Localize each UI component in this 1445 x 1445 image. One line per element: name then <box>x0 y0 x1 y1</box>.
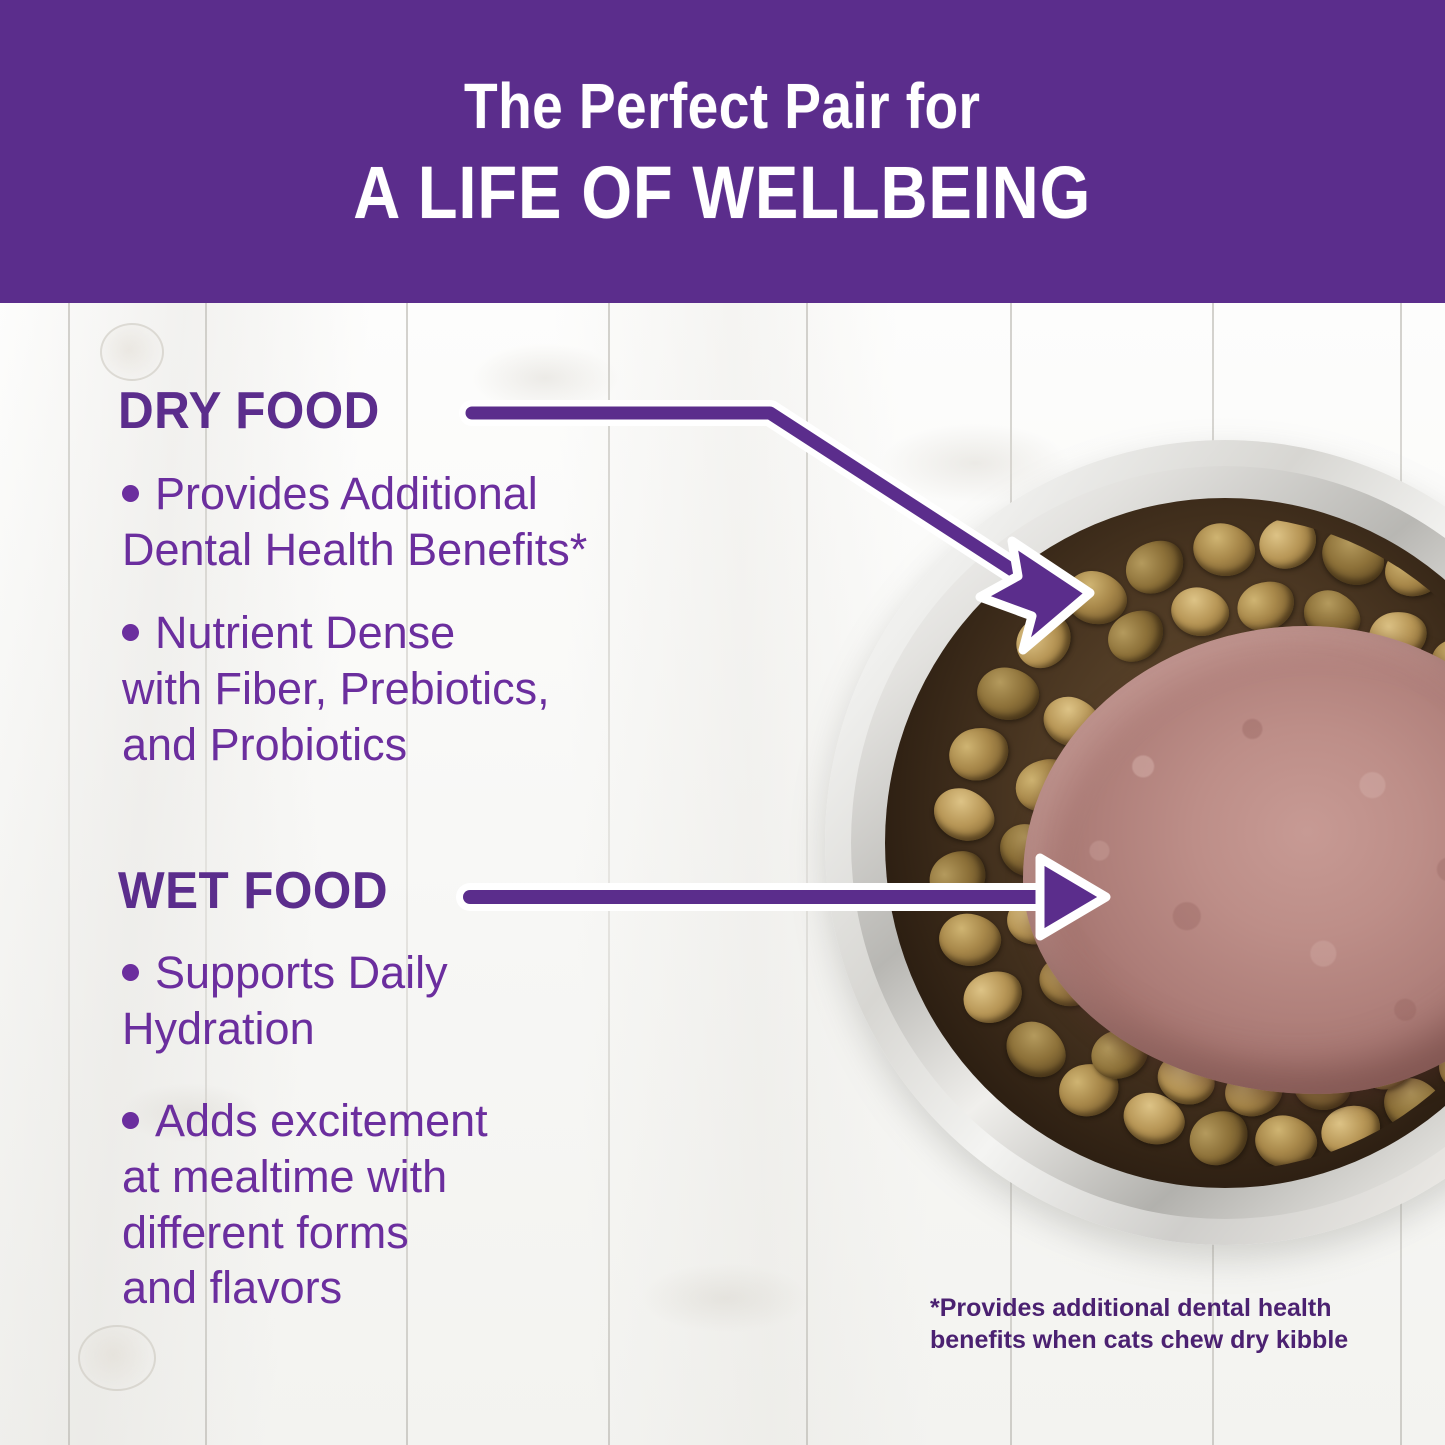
bullet-text: Adds excitement <box>155 1095 488 1146</box>
plank-seam <box>608 303 610 1445</box>
dry-food-bullet-2: Nutrient Dense with Fiber, Prebiotics, a… <box>122 605 762 772</box>
bullet-text: Provides Additional <box>155 468 538 519</box>
bullet-text: Hydration <box>122 1002 315 1054</box>
bullet-dot-icon <box>122 963 139 981</box>
bullet-text: at mealtime with <box>122 1150 448 1202</box>
wood-knot <box>100 323 164 381</box>
footnote-line-1: *Provides additional dental health <box>930 1294 1332 1322</box>
dry-food-heading: DRY FOOD <box>118 382 380 440</box>
bullet-text: Dental Health Benefits* <box>122 523 588 575</box>
plank-seam <box>406 303 408 1445</box>
wet-food-pate <box>1023 626 1445 1094</box>
pate-texture <box>1023 626 1445 1094</box>
header-banner: The Perfect Pair for A LIFE OF WELLBEING <box>0 0 1445 303</box>
footnote-line-2: benefits when cats chew dry kibble <box>930 1326 1349 1354</box>
bullet-dot-icon <box>122 484 139 502</box>
bullet-dot-icon <box>122 623 139 641</box>
wet-food-bullet-2: Adds excitement at mealtime with differe… <box>122 1093 762 1316</box>
dry-food-bullet-1: Provides Additional Dental Health Benefi… <box>122 466 762 578</box>
wood-knot <box>78 1325 156 1391</box>
bullet-text: and Probiotics <box>122 718 408 770</box>
header-title: A LIFE OF WELLBEING <box>353 150 1092 234</box>
bullet-text: and flavors <box>122 1262 343 1314</box>
bullet-text: with Fiber, Prebiotics, <box>122 662 550 714</box>
food-bowl-photo <box>825 440 1445 1250</box>
bullet-text: Supports Daily <box>155 947 448 998</box>
bullet-text: different forms <box>122 1206 409 1258</box>
plank-seam <box>68 303 70 1445</box>
bullet-dot-icon <box>122 1111 139 1129</box>
wet-food-heading: WET FOOD <box>118 862 388 920</box>
plank-seam <box>205 303 207 1445</box>
header-subtitle: The Perfect Pair for <box>464 69 981 142</box>
bullet-text: Nutrient Dense <box>155 607 456 658</box>
plank-seam <box>806 303 808 1445</box>
wood-grain <box>470 343 620 413</box>
footnote: *Provides additional dental health benef… <box>930 1292 1370 1356</box>
wet-food-bullet-1: Supports Daily Hydration <box>122 945 762 1057</box>
